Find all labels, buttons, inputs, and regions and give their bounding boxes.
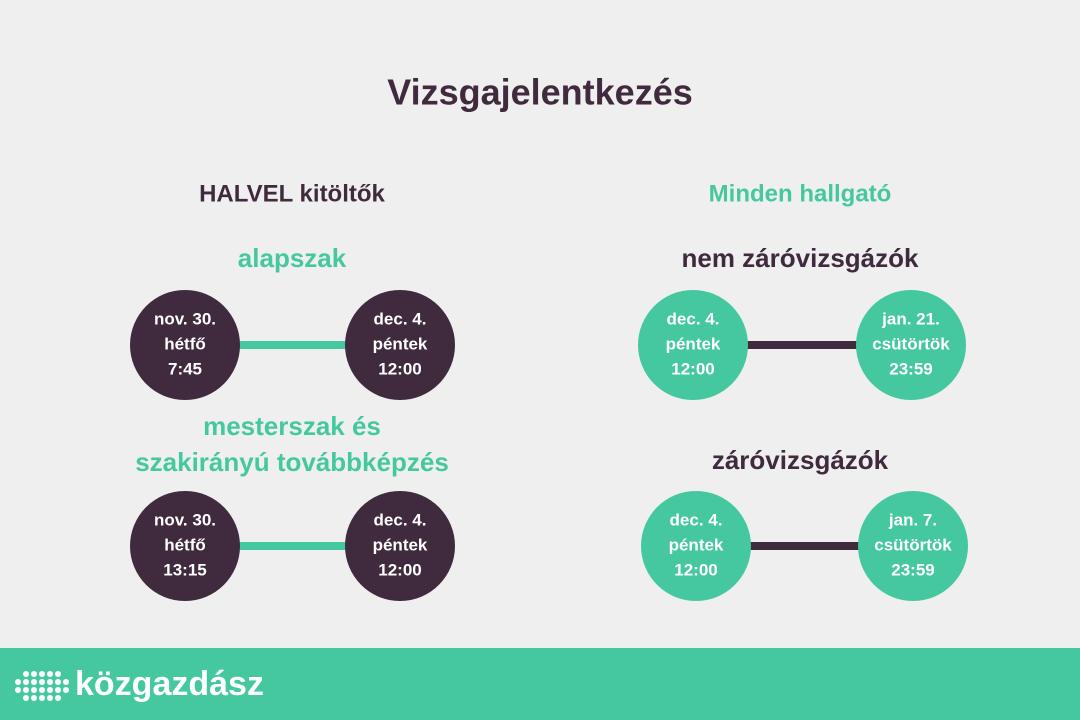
date-circle xyxy=(130,290,240,400)
group-label: záróvizsgázók xyxy=(712,445,889,475)
date-text: péntek xyxy=(373,334,428,353)
group-label: alapszak xyxy=(238,243,347,273)
logo-dot xyxy=(15,687,21,693)
connector xyxy=(693,341,911,349)
date-text: 23:59 xyxy=(891,560,934,579)
date-text: 12:00 xyxy=(378,359,421,378)
logo-icon xyxy=(15,671,69,701)
logo-dot xyxy=(47,671,53,677)
group-label: mesterszak és xyxy=(203,411,381,441)
connector xyxy=(185,542,400,550)
date-text: 12:00 xyxy=(378,560,421,579)
date-circle xyxy=(638,290,748,400)
date-text: 7:45 xyxy=(168,359,202,378)
date-text: 23:59 xyxy=(889,359,932,378)
date-text: nov. 30. xyxy=(154,309,216,328)
brand: közgazdász xyxy=(75,665,264,703)
date-text: nov. 30. xyxy=(154,510,216,529)
connector xyxy=(185,341,400,349)
date-circle xyxy=(641,491,751,601)
date-circle xyxy=(345,491,455,601)
date-circle xyxy=(345,290,455,400)
logo-dot xyxy=(63,679,69,685)
column-heading: Minden hallgató xyxy=(709,180,892,207)
date-text: péntek xyxy=(669,535,724,554)
date-text: péntek xyxy=(373,535,428,554)
date-text: jan. 21. xyxy=(881,309,940,328)
logo-dot xyxy=(31,679,37,685)
date-text: dec. 4. xyxy=(374,510,427,529)
date-text: hétfő xyxy=(164,535,206,554)
logo-dot xyxy=(23,695,29,701)
footer-bar xyxy=(0,648,1080,720)
connector xyxy=(696,542,913,550)
date-text: dec. 4. xyxy=(667,309,720,328)
date-text: 12:00 xyxy=(674,560,717,579)
date-circle xyxy=(130,491,240,601)
title: Vizsgajelentkezés xyxy=(387,72,693,113)
logo-dot xyxy=(15,679,21,685)
logo-dot xyxy=(31,671,37,677)
date-text: csütörtök xyxy=(874,535,952,554)
date-text: péntek xyxy=(666,334,721,353)
date-text: 13:15 xyxy=(163,560,206,579)
logo-dot xyxy=(55,687,61,693)
logo-dot xyxy=(63,687,69,693)
date-text: hétfő xyxy=(164,334,206,353)
logo-dot xyxy=(39,695,45,701)
date-text: 12:00 xyxy=(671,359,714,378)
date-text: jan. 7. xyxy=(888,510,937,529)
date-circle xyxy=(858,491,968,601)
group-label: szakirányú továbbképzés xyxy=(135,447,449,477)
group-label: nem záróvizsgázók xyxy=(682,243,920,273)
logo-dot xyxy=(55,671,61,677)
logo-dot xyxy=(23,679,29,685)
logo-dot xyxy=(23,671,29,677)
logo-dot xyxy=(55,679,61,685)
logo-dot xyxy=(39,671,45,677)
logo-dot xyxy=(31,687,37,693)
column-heading: HALVEL kitöltők xyxy=(199,180,385,207)
logo-dot xyxy=(47,687,53,693)
logo-dot xyxy=(47,679,53,685)
logo-dot xyxy=(47,695,53,701)
logo-dot xyxy=(39,687,45,693)
logo-dot xyxy=(55,695,61,701)
date-circle xyxy=(856,290,966,400)
date-text: dec. 4. xyxy=(374,309,427,328)
logo-dot xyxy=(39,679,45,685)
date-text: csütörtök xyxy=(872,334,950,353)
logo-dot xyxy=(31,695,37,701)
date-text: dec. 4. xyxy=(670,510,723,529)
logo-dot xyxy=(23,687,29,693)
